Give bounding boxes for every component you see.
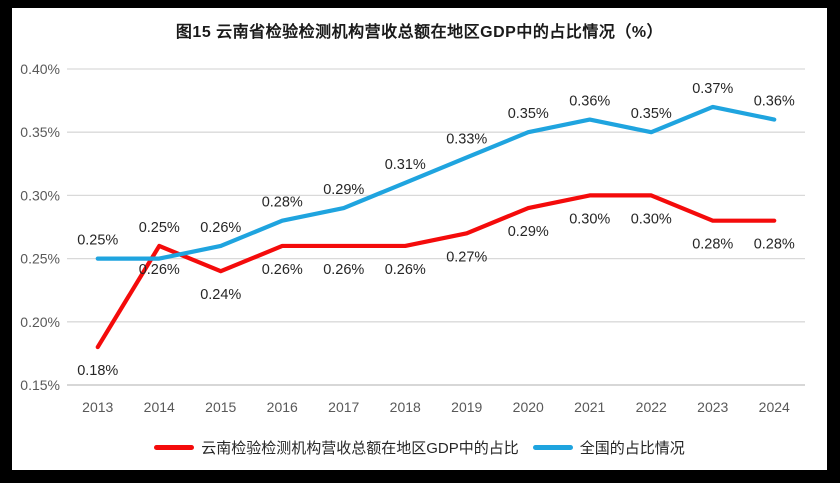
data-label: 0.30%: [569, 211, 610, 227]
data-label: 0.26%: [323, 262, 364, 278]
data-label: 0.29%: [323, 182, 364, 198]
y-tick-label: 0.15%: [20, 377, 60, 393]
data-label: 0.31%: [385, 157, 426, 173]
plot-area: 0.40% 0.35% 0.30% 0.25% 0.20% 0.15% 2013 2014 20…: [20, 61, 805, 415]
legend-item-national: 全国的占比情况: [532, 437, 685, 458]
legend-item-yunnan: 云南检验检测机构营收总额在地区GDP中的占比: [154, 437, 519, 458]
x-tick-label: 2013: [82, 399, 113, 415]
x-tick-label: 2024: [759, 399, 790, 415]
legend: 云南检验检测机构营收总额在地区GDP中的占比 全国的占比情况: [12, 437, 827, 458]
data-label: 0.37%: [692, 81, 733, 97]
chart-canvas: 图15 云南省检验检测机构营收总额在地区GDP中的占比情况（%） 0.40% 0.…: [12, 8, 827, 470]
y-tick-label: 0.40%: [20, 61, 60, 77]
legend-line-swatch-national: [532, 445, 573, 450]
data-label: 0.26%: [262, 262, 303, 278]
x-tick-label: 2018: [390, 399, 421, 415]
x-tick-label: 2019: [451, 399, 482, 415]
data-label: 0.29%: [508, 224, 549, 240]
data-label: 0.28%: [692, 237, 733, 253]
chart-title: 图15 云南省检验检测机构营收总额在地区GDP中的占比情况（%）: [175, 24, 664, 41]
data-label: 0.18%: [77, 363, 118, 379]
data-label: 0.33%: [446, 131, 487, 147]
x-tick-label: 2023: [697, 399, 728, 415]
data-label: 0.35%: [508, 106, 549, 122]
data-label: 0.26%: [385, 262, 426, 278]
data-label: 0.24%: [200, 287, 241, 303]
x-tick-label: 2017: [328, 399, 359, 415]
series-line-yunnan: [95, 193, 777, 350]
data-label: 0.28%: [754, 237, 795, 253]
data-label: 0.26%: [200, 220, 241, 236]
x-tick-label: 2020: [513, 399, 544, 415]
data-label: 0.28%: [262, 195, 303, 211]
x-tick-label: 2015: [205, 399, 236, 415]
x-tick-label: 2022: [636, 399, 667, 415]
y-tick-label: 0.20%: [20, 314, 60, 330]
y-tick-label: 0.35%: [20, 124, 60, 140]
legend-label-national: 全国的占比情况: [579, 440, 685, 457]
x-tick-label: 2021: [574, 399, 605, 415]
data-label: 0.35%: [631, 106, 672, 122]
legend-label-yunnan: 云南检验检测机构营收总额在地区GDP中的占比: [201, 440, 519, 457]
data-label: 0.25%: [77, 233, 118, 249]
data-label: 0.26%: [139, 262, 180, 278]
data-label: 0.25%: [139, 220, 180, 236]
y-tick-label: 0.25%: [20, 251, 60, 267]
x-tick-label: 2016: [267, 399, 298, 415]
x-tick-label: 2014: [144, 399, 175, 415]
data-label: 0.30%: [631, 211, 672, 227]
data-label: 0.27%: [446, 249, 487, 265]
data-label: 0.36%: [754, 94, 795, 110]
y-tick-label: 0.30%: [20, 187, 60, 203]
legend-line-swatch-yunnan: [154, 445, 195, 450]
data-label: 0.36%: [569, 94, 610, 110]
series-line-national: [95, 104, 777, 261]
